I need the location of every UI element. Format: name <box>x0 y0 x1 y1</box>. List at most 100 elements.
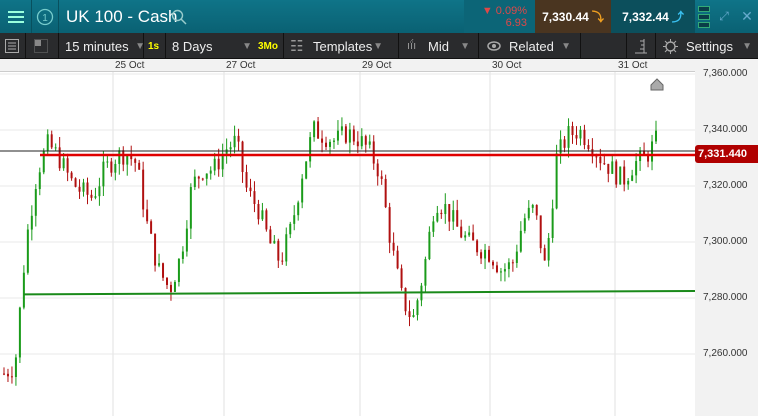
candle-body <box>356 141 359 147</box>
price-type-dropdown[interactable]: Mid ▼ <box>428 33 470 59</box>
chevron-down-icon: ▼ <box>135 40 145 52</box>
candle-body <box>249 187 252 192</box>
candle-body <box>114 163 117 173</box>
x-tick-label: 31 Oct <box>618 60 648 71</box>
interval-dropdown[interactable]: 15 minutes ▼ <box>65 33 145 59</box>
candle-body <box>611 161 614 174</box>
candle-body <box>571 126 574 136</box>
grid-layout-icon[interactable] <box>34 33 48 59</box>
range-label: 8 Days <box>172 38 213 54</box>
candle-body <box>539 215 542 249</box>
chevron-down-icon: ▼ <box>242 40 252 52</box>
candle-body <box>607 163 610 174</box>
candle-body <box>368 141 371 145</box>
menu-icon[interactable] <box>0 0 32 33</box>
instrument-header: 1 UK 100 - Cash ▼ 0.09% 6.93 7,330.44 ⤵ 7… <box>0 0 758 33</box>
candle-body <box>158 263 161 266</box>
related-dropdown[interactable]: Related ▼ <box>509 33 571 59</box>
candle-body <box>400 268 403 288</box>
candle-body <box>464 235 467 238</box>
candle-body <box>627 180 630 185</box>
candle-body <box>118 150 121 164</box>
candle-body <box>122 150 125 165</box>
layout-icon[interactable] <box>697 0 711 33</box>
instrument-title: UK 100 - Cash <box>66 6 178 26</box>
candle-body <box>46 134 49 152</box>
candle-body <box>388 207 391 243</box>
scale-icon[interactable] <box>634 33 648 59</box>
candle-body <box>575 135 578 139</box>
x-tick-label: 25 Oct <box>115 60 145 71</box>
candle-body <box>241 141 244 173</box>
range-badge: 3Mo <box>258 40 278 52</box>
candle-body <box>615 161 618 185</box>
y-tick-label: 7,300.000 <box>703 236 748 247</box>
scroll-to-latest-icon[interactable] <box>650 78 664 91</box>
candles-icon: ıḯı <box>407 40 417 52</box>
list-icon[interactable] <box>5 33 19 59</box>
templates-dropdown[interactable]: Templates ▼ <box>313 33 383 59</box>
candle-body <box>305 161 308 179</box>
svg-text:1: 1 <box>42 13 48 24</box>
candle-body <box>376 163 379 177</box>
candle-body <box>468 232 471 236</box>
settings-dropdown[interactable]: Settings ▼ <box>686 33 752 59</box>
info-circle-icon[interactable]: 1 <box>32 0 59 33</box>
sell-price-button[interactable]: 7,330.44 ⤵ <box>535 0 611 33</box>
candle-body <box>340 126 343 131</box>
range-dropdown[interactable]: 8 Days ▼ <box>172 33 252 59</box>
candle-body <box>14 357 17 377</box>
candle-body <box>293 215 296 224</box>
candle-body <box>595 156 598 158</box>
candle-body <box>173 281 176 292</box>
search-icon[interactable] <box>171 0 187 33</box>
x-tick-label: 30 Oct <box>492 60 522 71</box>
candle-body <box>285 234 288 262</box>
candle-body <box>579 129 582 139</box>
candle-body <box>599 156 602 164</box>
price-axis[interactable]: 7,360.000 7,340.000 7,320.000 7,300.000 7,28… <box>695 59 758 416</box>
candle-body <box>225 149 228 154</box>
y-tick-label: 7,360.000 <box>703 68 748 79</box>
close-icon[interactable]: ✕ <box>741 8 753 24</box>
candle-body <box>213 158 216 171</box>
candle-body <box>583 129 586 146</box>
down-triangle-icon: ▼ <box>481 4 496 17</box>
candle-body <box>66 158 69 173</box>
settings-label: Settings <box>686 38 733 54</box>
candle-body <box>229 147 232 150</box>
candle-body <box>655 130 657 142</box>
candle-body <box>527 207 530 219</box>
candle-body <box>480 252 483 259</box>
offer-price: 7,332.44 <box>622 9 669 24</box>
candle-body <box>317 121 320 139</box>
change-percent: 0.09% <box>495 4 527 17</box>
expand-icon[interactable]: ⤢ <box>719 9 729 23</box>
candle-body <box>277 240 280 261</box>
candle-body <box>138 162 141 170</box>
candle-body <box>492 261 494 266</box>
candle-body <box>233 135 236 148</box>
candle-body <box>364 136 367 145</box>
candle-body <box>591 149 594 157</box>
candle-body <box>344 126 347 143</box>
candle-body <box>495 265 498 273</box>
buy-price-button[interactable]: 7,332.44 ⤴ <box>611 0 695 33</box>
price-chart[interactable] <box>0 72 695 416</box>
candle-body <box>329 141 331 147</box>
candle-body <box>34 189 37 216</box>
candle-body <box>245 172 248 188</box>
candle-body <box>90 194 93 198</box>
support-trendline <box>23 290 695 296</box>
candle-body <box>631 175 634 181</box>
candle-body <box>336 130 339 141</box>
candle-body <box>456 210 459 227</box>
candle-body <box>58 147 61 169</box>
candle-body <box>408 311 411 318</box>
candle-body <box>321 138 324 143</box>
gear-icon <box>663 33 678 59</box>
candle-body <box>126 155 129 165</box>
y-tick-label: 7,320.000 <box>703 180 748 191</box>
candle-body <box>392 242 395 251</box>
candle-body <box>488 249 491 262</box>
